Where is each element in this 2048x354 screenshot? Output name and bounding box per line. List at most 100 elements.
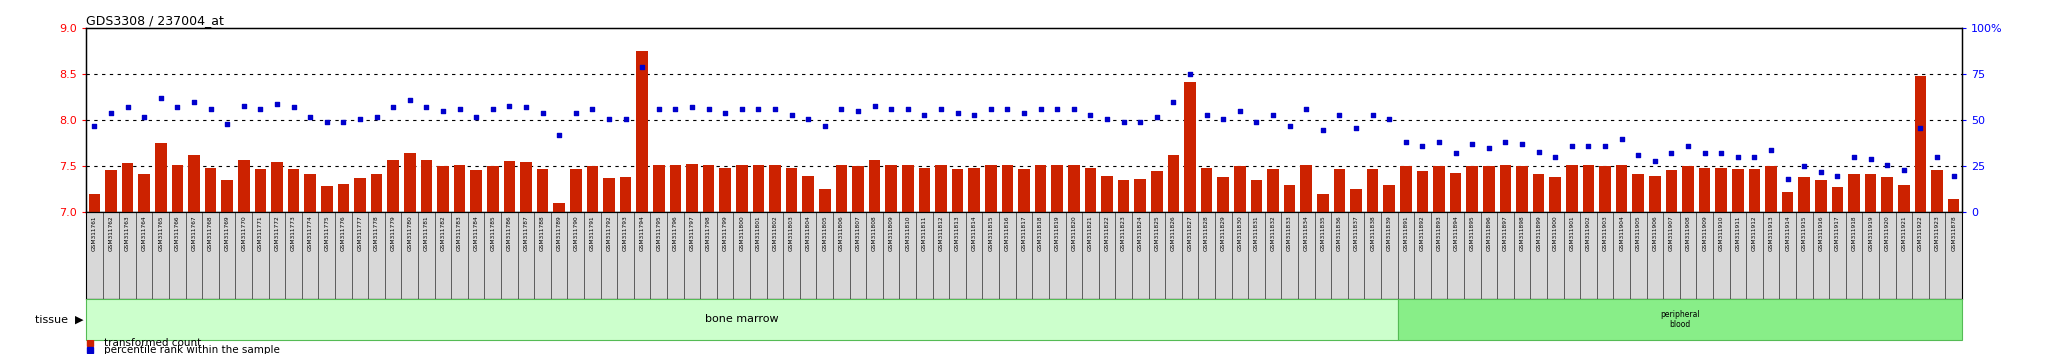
Point	[1755, 147, 1788, 153]
Bar	[936, 165, 946, 212]
Bar	[1102, 176, 1112, 212]
Text: GSM311807: GSM311807	[856, 215, 860, 251]
Text: GSM311790: GSM311790	[573, 215, 578, 251]
Bar	[121, 163, 133, 212]
Point	[1339, 125, 1372, 131]
Point	[1638, 158, 1671, 164]
Point	[1057, 107, 1090, 112]
Text: GSM311923: GSM311923	[1935, 215, 1939, 251]
Bar	[1417, 171, 1427, 212]
Text: bone marrow: bone marrow	[705, 314, 778, 325]
Text: GSM311762: GSM311762	[109, 215, 113, 251]
Text: GSM311799: GSM311799	[723, 215, 727, 251]
Text: GSM311812: GSM311812	[938, 215, 944, 251]
Text: GSM311772: GSM311772	[274, 215, 279, 251]
Text: GSM311804: GSM311804	[805, 215, 811, 251]
Bar	[371, 174, 383, 212]
Bar	[1067, 165, 1079, 212]
Bar	[1483, 166, 1495, 212]
Text: GSM311792: GSM311792	[606, 215, 612, 251]
Text: GSM311819: GSM311819	[1055, 215, 1059, 251]
Bar	[1749, 169, 1761, 212]
Bar	[1915, 76, 1927, 212]
Text: GSM311784: GSM311784	[473, 215, 479, 251]
Text: GSM311839: GSM311839	[1386, 215, 1393, 251]
Bar	[520, 162, 532, 212]
Bar	[354, 178, 367, 212]
Text: GSM311814: GSM311814	[971, 215, 977, 251]
Point	[1407, 143, 1440, 149]
Point	[1073, 112, 1106, 118]
Bar	[387, 160, 399, 212]
Point	[410, 105, 442, 110]
Text: GSM311833: GSM311833	[1286, 215, 1292, 251]
Bar	[553, 203, 565, 212]
Point	[1190, 112, 1223, 118]
Bar	[322, 186, 332, 212]
Text: GSM311832: GSM311832	[1270, 215, 1276, 251]
Point	[1804, 169, 1837, 175]
Text: GSM311903: GSM311903	[1602, 215, 1608, 251]
Point	[758, 107, 791, 112]
Point	[1024, 107, 1057, 112]
Text: GSM311805: GSM311805	[823, 215, 827, 251]
Text: GSM311781: GSM311781	[424, 215, 428, 251]
Bar	[637, 51, 647, 212]
Point	[1473, 145, 1505, 151]
Bar	[1317, 194, 1329, 212]
Point	[1092, 116, 1124, 121]
Bar	[901, 165, 913, 212]
Text: GSM311921: GSM311921	[1901, 215, 1907, 251]
Bar	[719, 168, 731, 212]
Text: GSM311806: GSM311806	[840, 215, 844, 251]
Point	[991, 107, 1024, 112]
Bar	[1583, 165, 1593, 212]
Text: GSM311775: GSM311775	[324, 215, 330, 251]
Point	[1921, 154, 1954, 160]
Text: GSM311783: GSM311783	[457, 215, 463, 251]
Point	[874, 107, 907, 112]
Point	[1223, 108, 1255, 114]
Point	[328, 119, 360, 125]
Point	[575, 107, 608, 112]
Point	[1905, 125, 1937, 131]
Text: GSM311918: GSM311918	[1851, 215, 1858, 251]
Bar	[702, 165, 715, 212]
Bar	[868, 160, 881, 212]
Text: GSM311901: GSM311901	[1569, 215, 1575, 251]
Text: GSM311822: GSM311822	[1104, 215, 1110, 251]
Text: GSM311818: GSM311818	[1038, 215, 1042, 251]
Bar	[1151, 171, 1163, 212]
Text: GSM311827: GSM311827	[1188, 215, 1192, 251]
Point	[1589, 143, 1622, 149]
Point	[510, 105, 543, 110]
Point	[1622, 153, 1655, 158]
Point	[260, 101, 293, 107]
Bar	[1167, 155, 1180, 212]
Bar	[1466, 166, 1479, 212]
Text: GSM311830: GSM311830	[1237, 215, 1243, 251]
Point	[393, 97, 426, 103]
Point	[1008, 110, 1040, 116]
Point	[426, 108, 459, 114]
Point	[958, 112, 991, 118]
Text: GSM311777: GSM311777	[358, 215, 362, 251]
Text: GSM311809: GSM311809	[889, 215, 893, 251]
Point	[1239, 119, 1272, 125]
Text: GSM311802: GSM311802	[772, 215, 778, 251]
Bar	[270, 162, 283, 212]
Point	[1040, 107, 1073, 112]
Bar	[686, 164, 698, 212]
Point	[111, 105, 143, 110]
Text: GSM311803: GSM311803	[788, 215, 795, 251]
Point	[1872, 162, 1905, 167]
Point	[1141, 114, 1174, 120]
Bar	[1085, 168, 1096, 212]
Point	[1538, 154, 1571, 160]
Text: GSM311912: GSM311912	[1751, 215, 1757, 251]
Bar	[1217, 177, 1229, 212]
Point	[526, 110, 559, 116]
Text: GSM311820: GSM311820	[1071, 215, 1077, 251]
Text: GSM311764: GSM311764	[141, 215, 147, 251]
Point	[1206, 116, 1239, 121]
